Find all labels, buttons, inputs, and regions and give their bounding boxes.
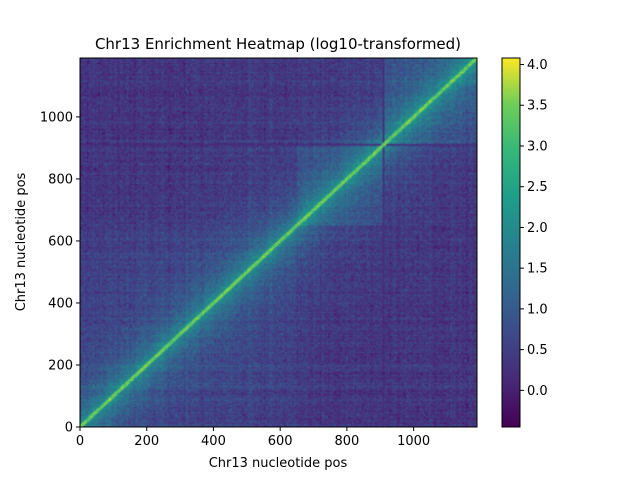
colorbar: 0.0 0.5 1.0 1.5 2.0 2.5 3.0 3.5 4.0 (501, 57, 548, 428)
colorbar-tick-label: 2.5 (527, 180, 548, 195)
y-axis: 0 200 400 600 800 1000 (40, 110, 80, 436)
colorbar-tick-label: 2.0 (527, 221, 548, 236)
chart-title: Chr13 Enrichment Heatmap (log10-transfor… (95, 35, 461, 53)
x-tick-label: 1000 (397, 434, 430, 449)
y-tick-label: 200 (48, 358, 73, 373)
colorbar-tick-label: 4.0 (527, 58, 548, 73)
y-tick-label: 1000 (40, 110, 73, 125)
colorbar-gradient (502, 58, 520, 427)
plot-frame (79, 57, 478, 428)
x-tick-label: 800 (334, 434, 359, 449)
y-tick-label: 800 (48, 172, 73, 187)
y-axis-label: Chr13 nucleotide pos (14, 172, 29, 311)
y-tick-label: 0 (65, 421, 73, 436)
x-tick-label: 600 (268, 434, 293, 449)
x-tick-label: 0 (76, 434, 84, 449)
heatmap-image (80, 58, 477, 427)
colorbar-tick-label: 3.0 (527, 139, 548, 154)
colorbar-tick-label: 1.5 (527, 262, 548, 277)
x-tick-label: 200 (134, 434, 159, 449)
heatmap-plot (79, 57, 478, 428)
colorbar-tick-label: 0.5 (527, 343, 548, 358)
x-axis: 0 200 400 600 800 1000 (76, 427, 430, 449)
y-tick-label: 600 (48, 234, 73, 249)
x-axis-label: Chr13 nucleotide pos (209, 456, 348, 471)
y-tick-label: 400 (48, 296, 73, 311)
x-tick-label: 400 (201, 434, 226, 449)
colorbar-frame (501, 57, 521, 428)
colorbar-tick-label: 0.0 (527, 384, 548, 399)
colorbar-tick-label: 3.5 (527, 99, 548, 114)
colorbar-ticks: 0.0 0.5 1.0 1.5 2.0 2.5 3.0 3.5 4.0 (520, 58, 548, 399)
colorbar-tick-label: 1.0 (527, 302, 548, 317)
